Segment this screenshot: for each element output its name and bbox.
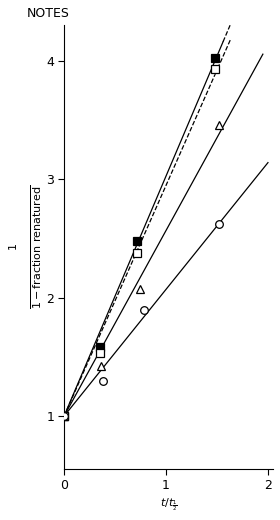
X-axis label: $t / t_{\frac{1}{2}}$: $t / t_{\frac{1}{2}}$: [160, 496, 178, 513]
Text: NOTES: NOTES: [26, 7, 69, 20]
Y-axis label: $\it{1}$
$\overline{1-\mathrm{fraction\ renatured}}$: $\it{1}$ $\overline{1-\mathrm{fraction\ …: [7, 185, 44, 309]
